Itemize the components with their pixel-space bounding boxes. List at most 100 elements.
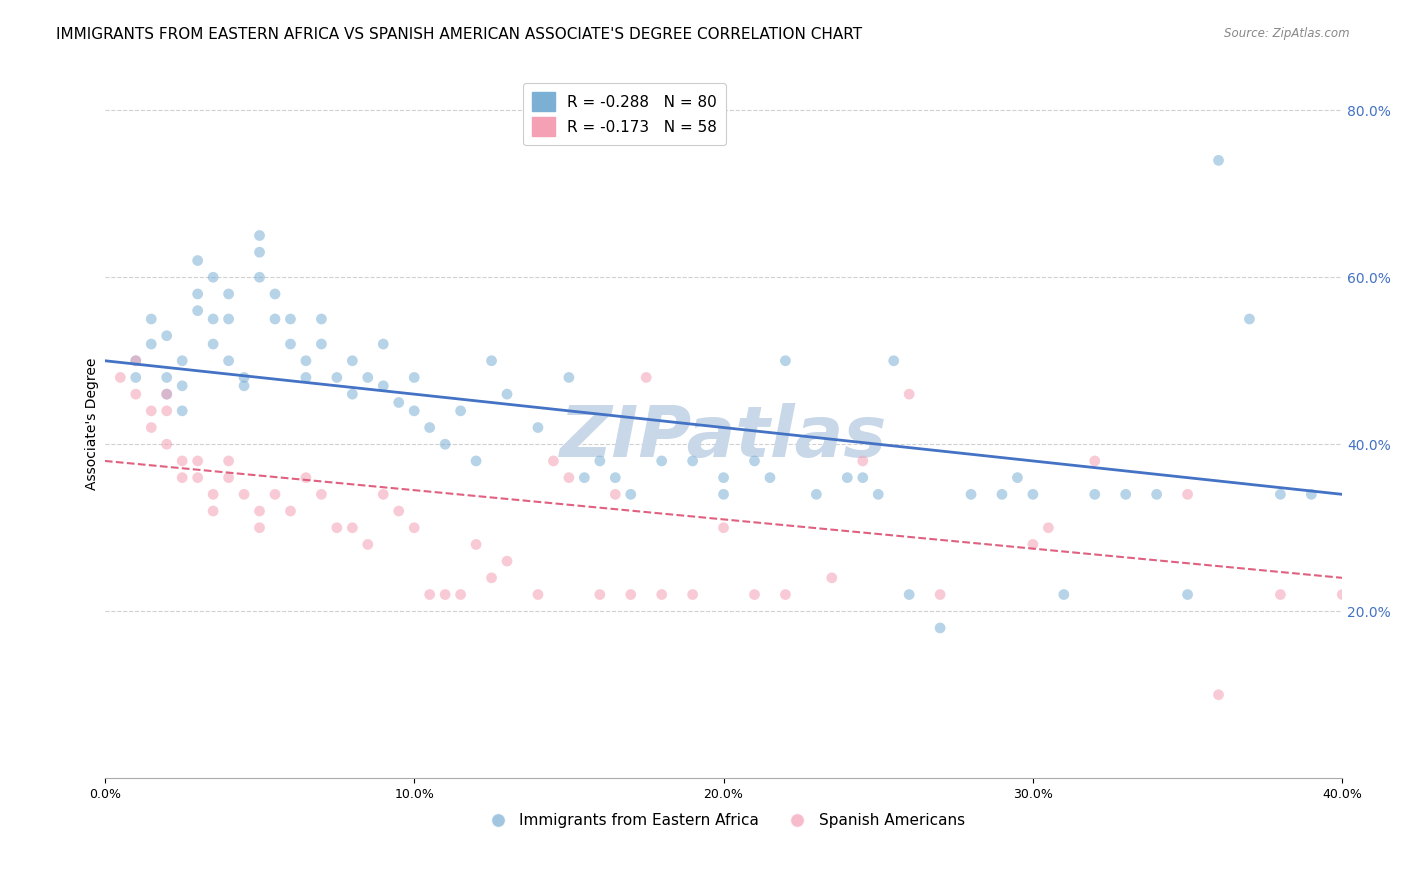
Point [450, 404, 472, 418]
Point [156, 437, 179, 451]
Point [357, 370, 380, 384]
Point [991, 487, 1014, 501]
Point [605, 487, 627, 501]
Point [202, 487, 225, 501]
Point [1208, 153, 1230, 168]
Point [156, 370, 179, 384]
Point [682, 454, 704, 468]
Point [1038, 521, 1060, 535]
Point [280, 312, 302, 326]
Point [404, 370, 426, 384]
Point [605, 470, 627, 484]
Point [233, 370, 256, 384]
Point [744, 454, 766, 468]
Point [1053, 588, 1076, 602]
Point [311, 487, 333, 501]
Point [202, 504, 225, 518]
Point [806, 487, 828, 501]
Point [264, 487, 287, 501]
Point [434, 437, 457, 451]
Point [481, 571, 503, 585]
Point [558, 470, 581, 484]
Point [249, 504, 271, 518]
Point [1115, 487, 1137, 501]
Point [543, 454, 565, 468]
Point [1177, 588, 1199, 602]
Point [187, 253, 209, 268]
Point [450, 588, 472, 602]
Point [156, 328, 179, 343]
Point [496, 554, 519, 568]
Point [527, 588, 550, 602]
Point [125, 387, 148, 401]
Legend: Immigrants from Eastern Africa, Spanish Americans: Immigrants from Eastern Africa, Spanish … [477, 807, 970, 834]
Point [125, 353, 148, 368]
Point [1301, 487, 1323, 501]
Point [574, 470, 596, 484]
Point [527, 420, 550, 434]
Point [1022, 537, 1045, 551]
Text: ZIPatlas: ZIPatlas [560, 403, 887, 472]
Point [311, 337, 333, 351]
Point [713, 470, 735, 484]
Point [682, 588, 704, 602]
Point [465, 454, 488, 468]
Point [404, 404, 426, 418]
Y-axis label: Associate's Degree: Associate's Degree [86, 357, 100, 490]
Point [110, 370, 132, 384]
Point [419, 420, 441, 434]
Point [636, 370, 658, 384]
Point [898, 588, 921, 602]
Point [1177, 487, 1199, 501]
Point [249, 521, 271, 535]
Point [465, 537, 488, 551]
Point [280, 337, 302, 351]
Point [141, 404, 163, 418]
Point [172, 353, 194, 368]
Point [821, 571, 844, 585]
Point [202, 270, 225, 285]
Point [233, 487, 256, 501]
Point [837, 470, 859, 484]
Point [1146, 487, 1168, 501]
Point [172, 470, 194, 484]
Point [156, 387, 179, 401]
Point [929, 588, 952, 602]
Point [388, 504, 411, 518]
Point [775, 353, 797, 368]
Point [342, 521, 364, 535]
Point [202, 312, 225, 326]
Point [295, 353, 318, 368]
Point [264, 312, 287, 326]
Point [373, 337, 395, 351]
Point [141, 312, 163, 326]
Point [295, 470, 318, 484]
Point [249, 228, 271, 243]
Point [419, 588, 441, 602]
Point [218, 454, 240, 468]
Point [311, 312, 333, 326]
Point [218, 470, 240, 484]
Point [218, 287, 240, 301]
Point [759, 470, 782, 484]
Point [589, 588, 612, 602]
Point [1208, 688, 1230, 702]
Point [373, 379, 395, 393]
Point [218, 353, 240, 368]
Point [852, 470, 875, 484]
Point [852, 454, 875, 468]
Point [651, 454, 673, 468]
Text: IMMIGRANTS FROM EASTERN AFRICA VS SPANISH AMERICAN ASSOCIATE'S DEGREE CORRELATIO: IMMIGRANTS FROM EASTERN AFRICA VS SPANIS… [56, 27, 862, 42]
Point [187, 303, 209, 318]
Point [1270, 588, 1292, 602]
Point [713, 521, 735, 535]
Point [280, 504, 302, 518]
Point [775, 588, 797, 602]
Point [249, 245, 271, 260]
Point [249, 270, 271, 285]
Point [558, 370, 581, 384]
Point [264, 287, 287, 301]
Point [172, 404, 194, 418]
Point [868, 487, 890, 501]
Point [960, 487, 983, 501]
